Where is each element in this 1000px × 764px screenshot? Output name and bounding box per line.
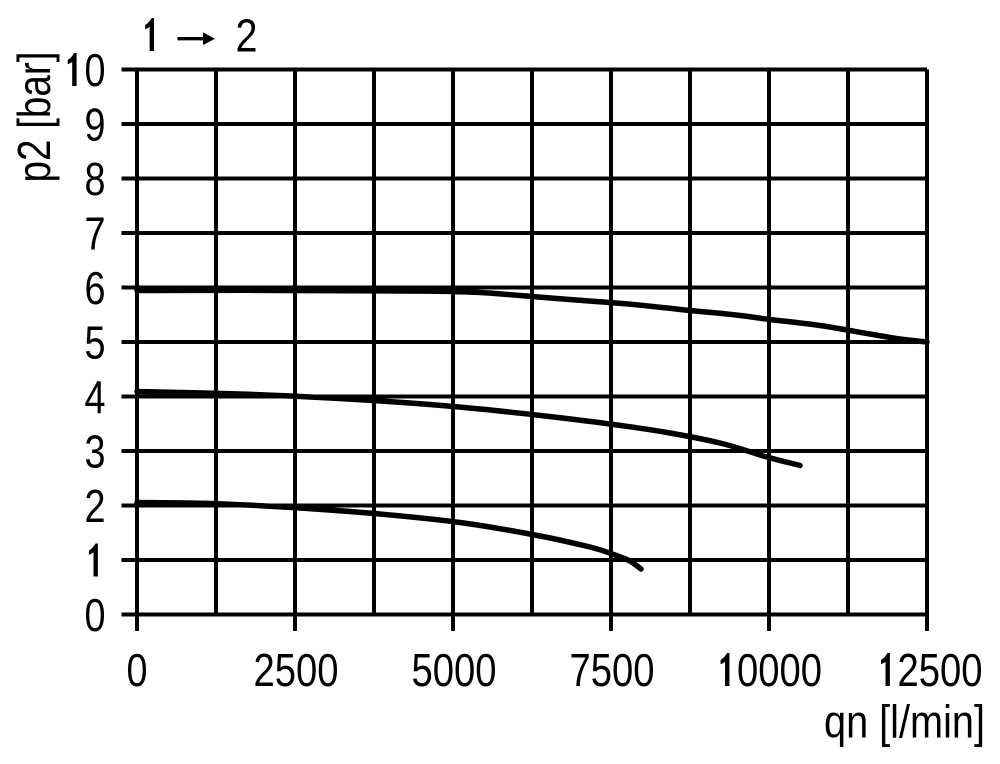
- svg-text:0000: 0000: [737, 644, 822, 696]
- svg-text:9: 9: [85, 99, 106, 151]
- svg-text:6: 6: [85, 262, 106, 314]
- svg-text:qn [l/min]: qn [l/min]: [824, 696, 985, 748]
- svg-text:2: 2: [236, 10, 258, 62]
- svg-text:2500: 2500: [898, 644, 983, 696]
- svg-text:2500: 2500: [254, 644, 339, 696]
- svg-text:4: 4: [85, 371, 106, 423]
- svg-text:0: 0: [85, 44, 106, 96]
- svg-text:7: 7: [85, 208, 106, 260]
- svg-text:0: 0: [127, 644, 148, 696]
- svg-text:7500: 7500: [570, 644, 655, 696]
- svg-text:0: 0: [85, 589, 106, 641]
- svg-text:2: 2: [85, 480, 106, 532]
- svg-text:8: 8: [85, 153, 106, 205]
- svg-text:5: 5: [85, 317, 106, 369]
- svg-text:3: 3: [85, 426, 106, 478]
- svg-text:5000: 5000: [412, 644, 497, 696]
- svg-text:p2 [bar]: p2 [bar]: [8, 52, 60, 183]
